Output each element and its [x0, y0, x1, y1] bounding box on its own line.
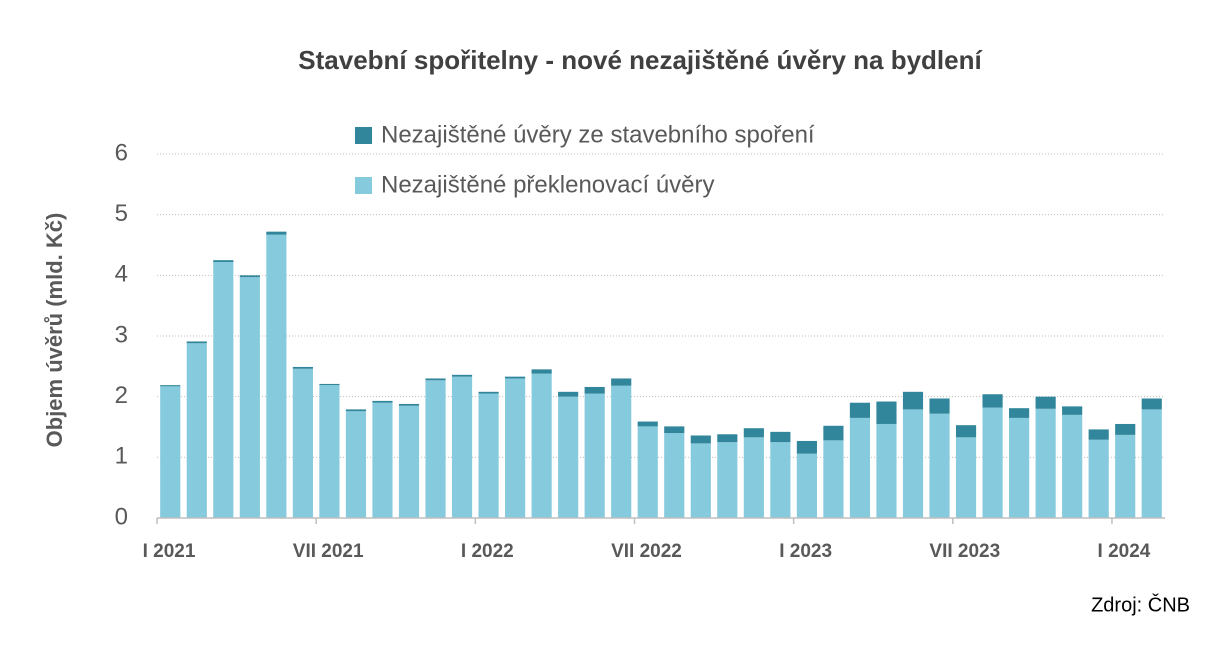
bar-segment [902, 391, 924, 410]
bar-segment [637, 426, 658, 518]
bar-segment [319, 383, 340, 386]
bar-segment [531, 373, 552, 518]
bar-segment [292, 366, 313, 369]
x-tick-label: VII 2023 [929, 541, 1000, 562]
legend-label: Nezajištěné úvěry ze stavebního spoření [381, 121, 815, 148]
bar-segment [690, 435, 711, 444]
bar-segment [213, 261, 234, 518]
bar-segment [505, 378, 526, 518]
bar-segment [345, 411, 367, 518]
bar-segment [558, 391, 579, 397]
bar-segment [160, 385, 181, 387]
legend-label: Nezajištěné překlenovací úvěry [381, 171, 715, 198]
bar-segment [1035, 396, 1056, 409]
bar-segment [292, 368, 313, 518]
bar-segment [1009, 408, 1030, 418]
bar-segment [478, 391, 499, 394]
bar-segment [637, 421, 658, 427]
bar-segment [451, 374, 473, 377]
x-tick-label: I 2023 [779, 541, 832, 562]
bar-segment [451, 376, 473, 518]
bar-segment [1141, 398, 1162, 410]
bar-segment [584, 393, 605, 518]
y-tick-label: 0 [115, 503, 128, 530]
bar-segment [717, 442, 738, 518]
bar-segment [929, 413, 950, 518]
bar-segment [1088, 429, 1109, 440]
bar-segment [823, 440, 844, 518]
bar-segment [876, 401, 897, 424]
bar-segment [664, 433, 685, 518]
bar-segment [266, 234, 287, 519]
x-tick-label: I 2022 [461, 541, 514, 562]
bar-segment [186, 341, 207, 344]
bar-segment [902, 409, 924, 518]
bar-segment [1035, 408, 1056, 518]
bar-segment [1009, 417, 1030, 518]
y-axis-label: Objem úvěrů (mld. Kč) [42, 213, 67, 448]
bar-segment [611, 378, 632, 386]
bar-segment [796, 453, 817, 518]
source: Zdroj: ČNB [1091, 593, 1190, 616]
bar-segment [398, 403, 420, 406]
bar-segment [505, 376, 526, 379]
bar-segment [929, 398, 950, 414]
bar-segment [955, 425, 977, 438]
bar-segment [1141, 409, 1162, 518]
y-tick-label: 2 [115, 382, 128, 409]
bar-segment [558, 396, 579, 518]
bar-segment [664, 426, 685, 434]
bar-segment [584, 386, 605, 394]
y-tick-label: 1 [115, 443, 128, 470]
bar-segment [1115, 423, 1136, 435]
bar-segment [849, 402, 871, 418]
bar-segment [186, 343, 207, 518]
bar-segment [1115, 434, 1136, 518]
x-tick-label: I 2021 [143, 541, 196, 562]
y-tick-label: 5 [115, 200, 128, 227]
bar-segment [770, 442, 791, 518]
chart-title: Stavební spořitelny - nové nezajištěné ú… [298, 45, 982, 75]
bar-segment [1088, 439, 1109, 518]
bar-segment [770, 431, 791, 443]
bar-segment [982, 394, 1003, 408]
bar-segment [345, 409, 367, 412]
bar-segment [372, 400, 393, 403]
bar-segment [239, 275, 260, 278]
y-tick-label: 3 [115, 321, 128, 348]
legend-swatch [355, 127, 372, 144]
x-tick-label: VII 2022 [611, 541, 682, 562]
bar-segment [955, 437, 977, 518]
bar-segment [743, 428, 764, 438]
x-tick-label: VII 2021 [293, 541, 364, 562]
bar-segment [213, 260, 234, 262]
bar-segment [398, 405, 420, 518]
legend-swatch [355, 177, 372, 194]
bar-segment [160, 386, 181, 518]
bar-segment [717, 434, 738, 443]
y-tick-label: 6 [115, 139, 128, 166]
bar-segment [478, 393, 499, 518]
y-tick-label: 4 [115, 261, 128, 288]
bar-segment [531, 369, 552, 374]
bar-segment [372, 402, 393, 518]
bar-segment [319, 385, 340, 518]
bar-segment [690, 443, 711, 518]
bar-segment [425, 380, 446, 518]
bar-segment [266, 231, 287, 235]
bar-segment [796, 440, 817, 454]
bar-segment [239, 277, 260, 518]
bar-segment [823, 425, 844, 441]
x-tick-label: I 2024 [1098, 541, 1151, 562]
bar-segment [982, 407, 1003, 518]
bar-segment [849, 417, 871, 518]
bar-segment [1062, 414, 1083, 518]
bar-segment [876, 423, 897, 518]
bar-segment [425, 378, 446, 381]
bar-segment [1062, 406, 1083, 415]
bar-segment [743, 437, 764, 518]
bar-segment [611, 385, 632, 518]
